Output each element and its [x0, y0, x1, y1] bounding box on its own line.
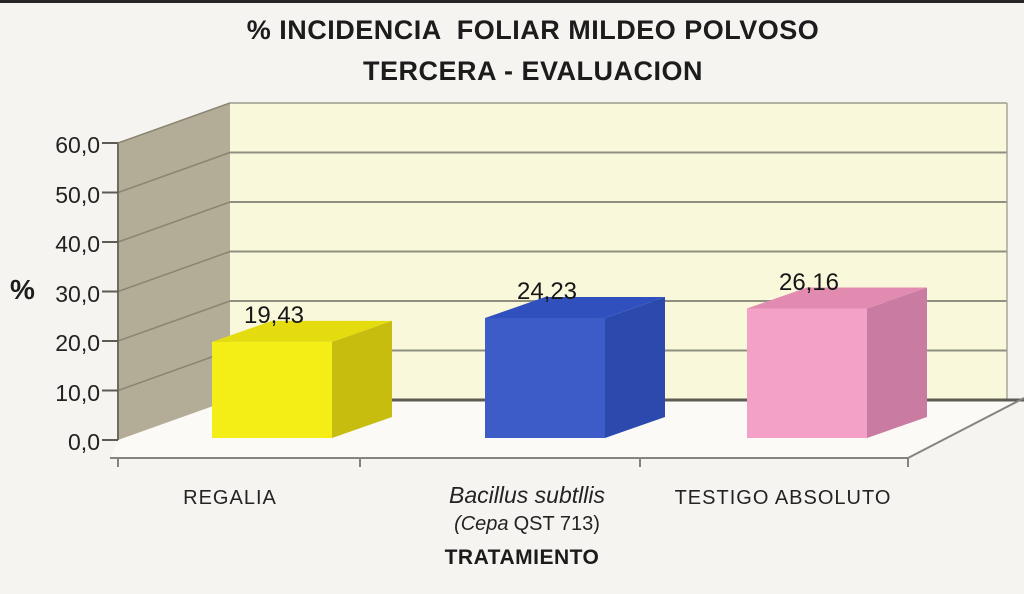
y-tick-label: 30,0	[55, 280, 100, 307]
y-tick-label: 10,0	[55, 379, 100, 406]
category-label-regalia: REGALIA	[183, 487, 277, 509]
y-tick-label: 60,0	[55, 132, 100, 158]
bar-side-2	[867, 287, 927, 438]
chart-title-line2: TERCERA - EVALUACION	[363, 56, 703, 86]
x-axis-title: TRATAMIENTO	[444, 546, 600, 569]
y-tick-label: 0,0	[68, 429, 100, 455]
y-tick-label: 40,0	[55, 231, 100, 257]
category-label-bacillus: Bacillus subtllis (Cepa QST 713)	[377, 482, 677, 536]
chart-title: % INCIDENCIA FOLIAR MILDEO POLVOSO TERCE…	[21, 10, 1024, 92]
bar-side-1	[605, 297, 665, 438]
bar-top-1	[485, 297, 665, 319]
bar-front-2	[747, 308, 867, 438]
category-label-testigo: TESTIGO ABSOLUTO	[674, 487, 892, 509]
y-tick-label: 50,0	[55, 181, 100, 208]
y-axis-title: %	[10, 274, 35, 305]
bar-value-label: 26,16	[778, 268, 840, 296]
category-label-bacillus-strain: (Cepa QST 713)	[454, 513, 600, 535]
top-edge-strip	[0, 0, 1024, 3]
bar-front-0	[212, 341, 332, 438]
bar-value-label: 19,43	[243, 301, 305, 329]
bar-top-2	[747, 287, 927, 309]
y-tick-label: 20,0	[55, 330, 100, 356]
bar-front-1	[485, 318, 605, 438]
bar-top-0	[212, 320, 392, 342]
chart-title-line1: % INCIDENCIA FOLIAR MILDEO POLVOSO	[246, 15, 820, 45]
bar-side-0	[332, 320, 392, 438]
category-label-bacillus-name: Bacillus subtllis	[449, 482, 605, 508]
bar-value-label: 24,23	[516, 278, 578, 306]
